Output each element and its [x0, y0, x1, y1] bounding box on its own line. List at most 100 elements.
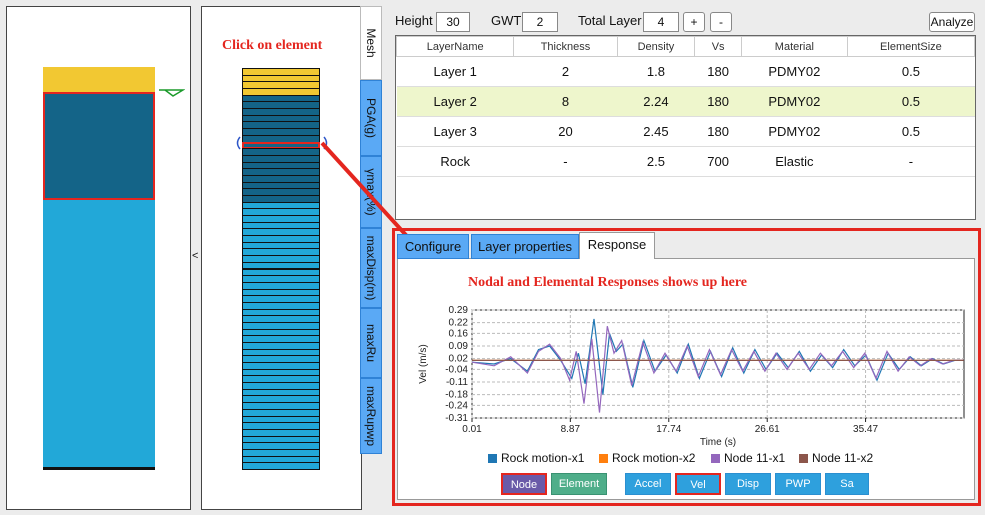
series-line-node-11-x1 [471, 326, 964, 413]
x-tick-label: 35.47 [853, 424, 878, 435]
mesh-panel: Click on element [201, 6, 362, 510]
legend-swatch [799, 454, 808, 463]
table-cell[interactable]: 0.5 [847, 116, 975, 147]
table-cell[interactable]: Layer 2 [396, 86, 514, 117]
table-cell[interactable]: - [513, 146, 617, 177]
layer-3-block[interactable] [43, 200, 155, 467]
legend-label: Node 11-x2 [812, 451, 874, 465]
table-cell[interactable]: 180 [694, 86, 742, 117]
analyze-button[interactable]: Analyze [929, 12, 975, 32]
x-axis-label: Time (s) [700, 437, 736, 448]
node-button[interactable]: Node [501, 473, 547, 495]
table-cell[interactable]: Layer 3 [396, 116, 514, 147]
side-tab-max-ru[interactable]: maxRu [360, 308, 382, 378]
height-input[interactable]: 30 [436, 12, 470, 32]
y-tick-label: -0.31 [445, 413, 468, 424]
x-tick-label: 26.61 [755, 424, 780, 435]
layer-1-block[interactable] [43, 67, 155, 92]
table-row[interactable]: Layer 3 20 2.45 180 PDMY02 0.5 [396, 116, 975, 147]
table-cell[interactable]: 700 [694, 146, 742, 177]
table-cell[interactable]: 2.45 [617, 116, 695, 147]
column-header[interactable]: LayerName [395, 36, 515, 57]
annotation-click-element: Click on element [222, 38, 323, 53]
bedrock-line [43, 467, 155, 470]
table-cell[interactable]: 8 [513, 86, 617, 117]
collapse-splitter[interactable]: < [192, 250, 199, 262]
y-tick-label: -0.04 [445, 364, 468, 375]
table-row[interactable]: Layer 1 2 1.8 180 PDMY02 0.5 [396, 56, 975, 87]
table-cell[interactable]: 2 [513, 56, 617, 87]
column-header[interactable]: Thickness [513, 36, 618, 57]
table-cell[interactable]: 1.8 [617, 56, 695, 87]
y-tick-label: 0.02 [449, 354, 469, 365]
response-highlight-frame [392, 228, 981, 506]
table-cell[interactable]: PDMY02 [741, 116, 848, 147]
column-header[interactable]: Density [616, 36, 696, 57]
y-tick-label: 0.16 [449, 328, 469, 339]
legend-swatch [599, 454, 608, 463]
annotation-responses: Nodal and Elemental Responses shows up h… [468, 275, 748, 290]
pwp-button[interactable]: PWP [775, 473, 821, 495]
table-cell[interactable]: - [847, 146, 975, 177]
y-tick-label: -0.24 [445, 400, 468, 411]
mesh-column [242, 68, 320, 470]
vel-button[interactable]: Vel [675, 473, 721, 495]
y-tick-label: -0.18 [445, 390, 468, 401]
y-tick-label: -0.11 [446, 377, 468, 388]
legend-item-node-x1: Node 11-x1 [711, 451, 785, 465]
legend-label: Rock motion-x1 [501, 451, 585, 465]
accel-button[interactable]: Accel [625, 473, 671, 495]
mesh-element[interactable] [242, 462, 320, 470]
height-label: Height [395, 13, 433, 28]
side-tab-max-disp[interactable]: maxDisp(m) [360, 228, 382, 308]
legend-item-node-x2: Node 11-x2 [799, 451, 873, 465]
tab-configure[interactable]: Configure [397, 234, 469, 259]
legend-label: Rock motion-x2 [612, 451, 696, 465]
tab-layer-properties[interactable]: Layer properties [471, 234, 579, 259]
table-cell[interactable]: PDMY02 [741, 86, 848, 117]
table-cell[interactable]: 0.5 [847, 86, 975, 117]
legend-item-rock-x1: Rock motion-x1 [488, 451, 584, 465]
legend-label: Node 11-x1 [724, 451, 786, 465]
total-layer-label: Total Layer [578, 13, 642, 28]
element-button[interactable]: Element [551, 473, 607, 495]
total-layer-input[interactable]: 4 [643, 12, 679, 32]
x-tick-label: 17.74 [656, 424, 681, 435]
side-tab-mesh[interactable]: Mesh [360, 6, 382, 80]
gwt-input[interactable]: 2 [522, 12, 558, 32]
y-tick-label: 0.09 [449, 341, 469, 352]
table-row[interactable]: Layer 2 8 2.24 180 PDMY02 0.5 [396, 86, 975, 117]
table-cell[interactable]: Rock [396, 146, 514, 177]
disp-button[interactable]: Disp [725, 473, 771, 495]
table-cell[interactable]: 2.5 [617, 146, 695, 177]
table-cell[interactable]: 180 [694, 116, 742, 147]
soil-column-panel [6, 6, 191, 510]
x-tick-label: 8.87 [561, 424, 581, 435]
legend-swatch [711, 454, 720, 463]
side-tab-max-rupwp[interactable]: maxRupwp [360, 378, 382, 454]
remove-layer-button[interactable]: - [710, 12, 732, 32]
x-tick-label: 0.01 [462, 424, 482, 435]
response-chart: 0.29 0.220.16 0.09 0.02-0.04 -0.11 -0.18-0.24… [418, 305, 965, 448]
water-table-icon [159, 89, 185, 97]
y-axis-label: Vel (m/s) [418, 344, 429, 383]
layer-2-block[interactable] [43, 92, 155, 200]
table-cell[interactable]: Elastic [741, 146, 848, 177]
sa-button[interactable]: Sa [825, 473, 869, 495]
column-header[interactable]: Material [740, 36, 848, 57]
legend-swatch [488, 454, 497, 463]
column-header[interactable]: Vs [694, 36, 742, 57]
table-row[interactable]: Rock -2.5 700 Elastic - [396, 146, 975, 177]
tab-response[interactable]: Response [579, 232, 655, 259]
table-cell[interactable]: 2.24 [617, 86, 695, 117]
legend-item-rock-x2: Rock motion-x2 [599, 451, 695, 465]
table-cell[interactable]: PDMY02 [741, 56, 848, 87]
table-cell[interactable]: 20 [513, 116, 617, 147]
table-cell[interactable]: Layer 1 [396, 56, 514, 87]
column-header[interactable]: ElementSize [846, 36, 976, 57]
side-tab-gamma-max[interactable]: γmax(%) [360, 156, 382, 228]
side-tab-pga[interactable]: PGA(g) [360, 80, 382, 156]
table-cell[interactable]: 0.5 [847, 56, 975, 87]
add-layer-button[interactable]: + [683, 12, 705, 32]
table-cell[interactable]: 180 [694, 56, 742, 87]
